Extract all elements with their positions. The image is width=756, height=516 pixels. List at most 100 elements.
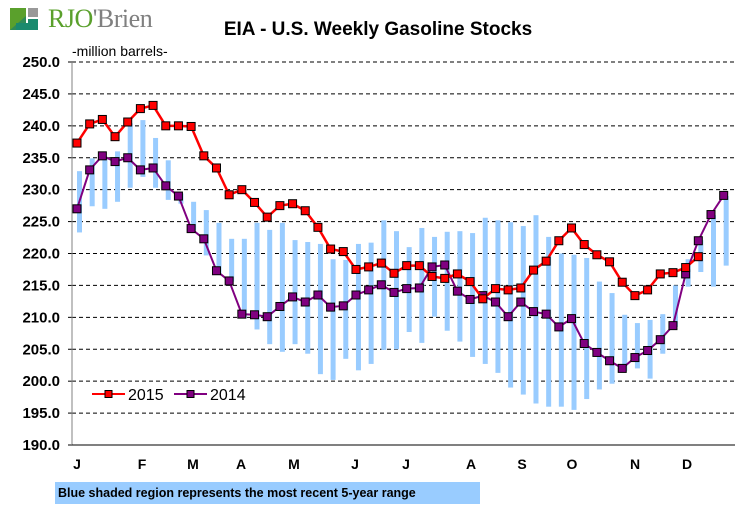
marker-2014 <box>376 280 386 290</box>
marker-2015 <box>681 263 691 273</box>
marker-2015 <box>199 151 209 161</box>
range-bar <box>102 156 108 209</box>
series-lines <box>72 100 729 373</box>
rjobrien-logo: RJO'Brien <box>10 4 180 34</box>
marker-2014 <box>579 339 589 349</box>
marker-2015 <box>541 256 551 266</box>
y-tick-label: 225.0 <box>22 214 60 231</box>
marker-2015 <box>313 222 323 232</box>
logo-text: RJO'Brien <box>48 4 153 34</box>
range-bar <box>622 314 628 371</box>
range-bar <box>596 281 602 390</box>
marker-2015 <box>668 268 678 278</box>
x-tick-label: J <box>402 456 410 472</box>
marker-2014 <box>85 165 95 175</box>
legend-label-2014: 2014 <box>210 387 246 404</box>
y-tick-label: 190.0 <box>22 437 60 454</box>
marker-2014 <box>313 290 323 300</box>
marker-2014 <box>516 297 526 307</box>
marker-2014 <box>655 335 665 345</box>
marker-2014 <box>300 297 310 307</box>
range-bar <box>520 226 526 395</box>
marker-2014 <box>123 153 133 163</box>
marker-2015 <box>173 121 183 131</box>
marker-2015 <box>186 121 196 131</box>
marker-2015 <box>643 285 653 295</box>
marker-2015 <box>262 212 272 222</box>
range-bar <box>571 254 577 410</box>
range-bar <box>229 238 235 282</box>
range-bar <box>254 222 260 330</box>
y-tick-label: 205.0 <box>22 341 60 358</box>
y-tick-label: 250.0 <box>22 54 60 71</box>
marker-2014 <box>617 363 627 373</box>
marker-2015 <box>250 197 260 207</box>
marker-2014 <box>528 307 538 317</box>
x-tick-label: A <box>236 456 246 472</box>
x-tick-label: D <box>682 456 692 472</box>
marker-2015 <box>516 283 526 293</box>
marker-2015 <box>414 261 424 271</box>
marker-2015 <box>123 117 133 127</box>
marker-2015 <box>389 268 399 278</box>
marker-2015 <box>427 271 437 281</box>
marker-2015 <box>148 100 158 110</box>
marker-2015 <box>440 273 450 283</box>
range-bar <box>317 243 323 375</box>
range-bar <box>546 236 552 407</box>
marker-2015 <box>211 163 221 173</box>
y-tick-label: 220.0 <box>22 246 60 263</box>
marker-2015 <box>579 240 589 250</box>
marker-2014 <box>275 301 285 311</box>
marker-2014 <box>72 204 82 214</box>
marker-2014 <box>440 260 450 270</box>
x-tick-label: O <box>567 456 578 472</box>
marker-2015 <box>97 114 107 124</box>
range-bar <box>115 151 121 202</box>
logo-mark-icon <box>10 8 38 30</box>
marker-2014 <box>630 353 640 363</box>
marker-2014 <box>250 310 260 320</box>
y-tick-label: 230.0 <box>22 182 60 199</box>
range-bar <box>711 215 716 287</box>
marker-2015 <box>605 257 615 267</box>
y-tick-label: 235.0 <box>22 150 60 167</box>
marker-2014 <box>161 181 171 191</box>
marker-2014 <box>668 321 678 331</box>
range-bar <box>672 285 678 327</box>
marker-2014 <box>237 309 247 319</box>
range-bar <box>660 314 666 354</box>
marker-2014 <box>97 151 107 161</box>
marker-2015 <box>288 199 298 209</box>
marker-2014 <box>706 210 716 220</box>
marker-2014 <box>351 290 361 300</box>
y-tick-label: 240.0 <box>22 118 60 135</box>
marker-2015 <box>364 262 374 272</box>
marker-2014 <box>288 292 298 302</box>
marker-2015 <box>161 121 171 131</box>
marker-2014 <box>199 234 209 244</box>
marker-2014 <box>389 287 399 297</box>
marker-2014 <box>186 224 196 234</box>
x-tick-label: J <box>73 456 81 472</box>
x-tick-label: J <box>351 456 359 472</box>
range-bar <box>241 238 247 318</box>
range-bar <box>723 196 729 266</box>
marker-2015 <box>503 285 513 295</box>
marker-2015 <box>592 250 602 260</box>
range-bar <box>495 220 501 373</box>
marker-2014 <box>592 347 602 357</box>
marker-2015 <box>554 236 564 246</box>
marker-2015 <box>465 277 475 287</box>
marker-2015 <box>338 247 348 257</box>
marker-2014 <box>402 284 412 294</box>
marker-2014 <box>503 312 513 322</box>
marker-2014 <box>338 301 348 311</box>
marker-2015 <box>452 269 462 279</box>
range-bar <box>165 160 171 200</box>
logo-text-brien: 'Brien <box>92 4 153 33</box>
marker-2015 <box>275 201 285 211</box>
y-tick-label: 200.0 <box>22 373 60 390</box>
